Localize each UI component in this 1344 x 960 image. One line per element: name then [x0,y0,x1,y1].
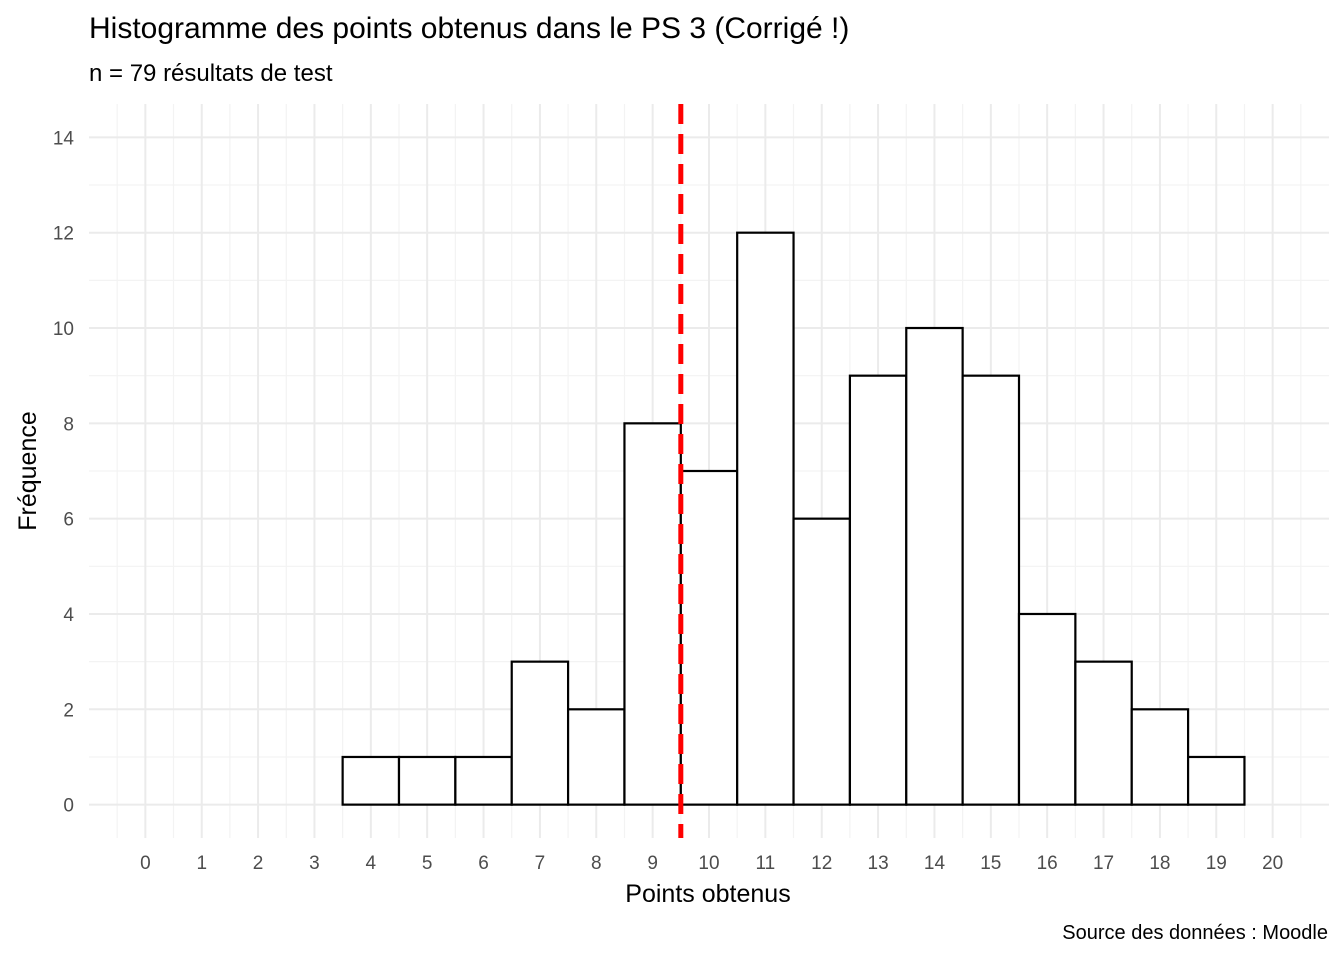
histogram-bar-14 [905,326,964,806]
x-tick-label: 10 [698,853,719,874]
histogram-bar-10 [679,469,739,806]
chart-caption: Source des données : Moodle [1062,922,1328,944]
x-tick-label: 9 [647,853,658,874]
x-tick-label: 16 [1037,853,1058,874]
x-tick-label: 1 [196,853,207,874]
histogram-bars [341,231,1246,806]
x-tick-label: 3 [309,853,320,874]
histogram-bar-8 [566,708,626,806]
histogram-bar-17 [1074,660,1133,806]
x-tick-label: 19 [1206,853,1227,874]
y-tick-label: 14 [53,128,75,149]
y-tick-label: 6 [63,510,74,531]
y-tick-label: 4 [63,605,74,626]
histogram-bar-13 [848,374,908,806]
x-tick-label: 11 [755,853,775,874]
x-tick-label: 2 [253,853,264,874]
x-tick-label: 13 [868,853,889,874]
x-tick-label: 7 [535,853,546,874]
x-tick-label: 0 [140,853,151,874]
x-tick-label: 17 [1093,853,1114,874]
x-tick-label: 14 [924,853,946,874]
histogram-bar-15 [961,374,1021,806]
x-tick-label: 18 [1149,853,1170,874]
y-tick-label: 12 [53,224,74,245]
x-tick-label: 5 [422,853,433,874]
histogram-bar-16 [1017,612,1077,806]
chart-subtitle: n = 79 résultats de test [89,60,333,87]
x-axis-ticks: 0 1 2 3 4 5 6 7 8 9 10 11 12 13 14 15 16 17 18 19 20 [140,853,1283,874]
y-tick-label: 10 [53,319,74,340]
x-tick-label: 15 [980,853,1001,874]
histogram-bar-11 [736,231,795,806]
y-tick-label: 0 [63,796,74,817]
chart-title: Histogramme des points obtenus dans le P… [89,12,850,45]
x-tick-label: 12 [811,853,832,874]
x-tick-label: 8 [591,853,602,874]
x-tick-label: 4 [366,853,377,874]
y-axis-ticks: 0 2 4 6 8 10 12 14 [53,128,75,816]
histogram-bar-9 [623,422,682,806]
histogram-bar-4 [341,755,401,806]
histogram-bar-7 [510,660,570,806]
histogram-bar-6 [454,755,513,806]
y-tick-label: 2 [63,700,74,721]
histogram-bar-18 [1130,708,1190,806]
x-tick-label: 6 [478,853,489,874]
y-tick-label: 8 [63,414,74,435]
histogram-bar-12 [792,517,852,806]
x-tick-label: 20 [1262,853,1283,874]
histogram-bar-5 [397,755,457,806]
y-axis-title: Fréquence [14,411,42,531]
x-axis-title: Points obtenus [625,880,790,908]
histogram-bar-19 [1186,755,1246,806]
